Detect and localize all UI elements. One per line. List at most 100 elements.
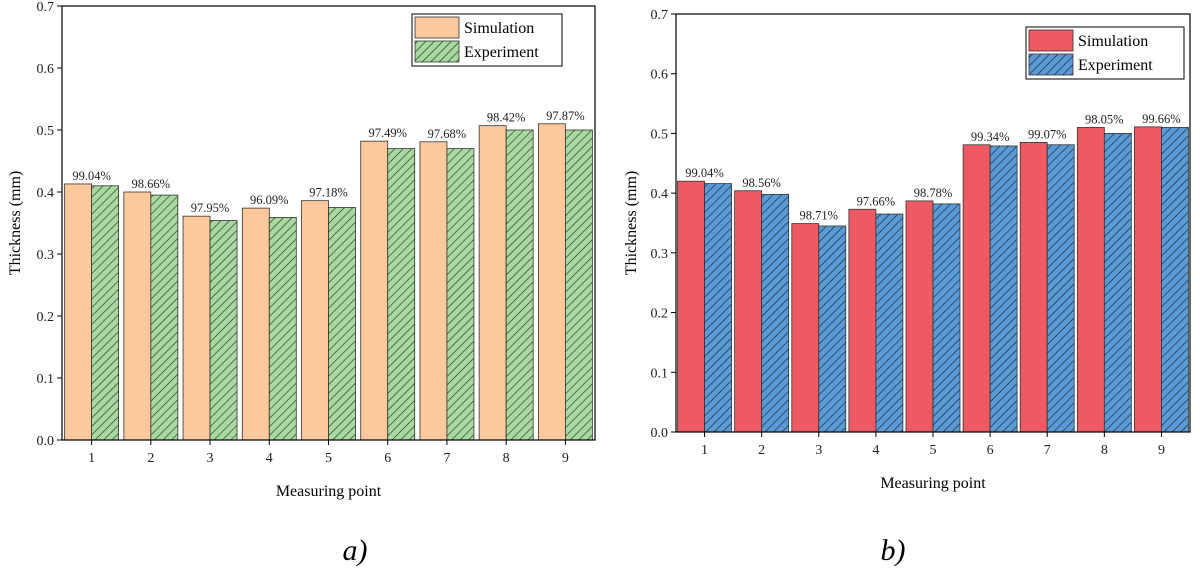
x-tick-label-9: 9: [1158, 443, 1165, 458]
x-tick-label-5: 5: [325, 451, 332, 466]
x-tick-label-6: 6: [384, 451, 391, 466]
plot-frame: [61, 5, 596, 441]
y-tick-label-5: 0.5: [37, 124, 55, 139]
bar-simulation-1: [64, 183, 93, 441]
x-tick-label-2: 2: [147, 451, 154, 466]
bar-simulation-9: [537, 123, 566, 441]
y-tick-label-0: 0.0: [651, 426, 669, 441]
y-tick-label-4: 0.4: [37, 186, 55, 201]
y-axis-label: Thickness (mm): [623, 171, 640, 275]
bar-label-4: 97.66%: [857, 194, 896, 208]
bar-simulation-6: [360, 140, 389, 441]
bar-label-1: 99.04%: [72, 169, 111, 183]
x-axis-label: Measuring point: [880, 475, 986, 492]
x-tick-label-6: 6: [987, 443, 994, 458]
bar-experiment-2: [761, 193, 790, 433]
bar-label-8: 98.05%: [1085, 112, 1124, 126]
legend-swatch-simulation: [1028, 29, 1074, 52]
bar-label-8: 98.42%: [487, 111, 526, 125]
x-tick-label-2: 2: [758, 443, 765, 458]
bar-experiment-9: [564, 129, 593, 441]
bar-simulation-3: [182, 215, 211, 441]
bar-label-6: 97.49%: [368, 126, 407, 140]
bar-label-3: 98.71%: [800, 209, 839, 223]
bar-simulation-1: [677, 180, 705, 433]
legend-label-experiment: Experiment: [1078, 57, 1153, 74]
legend-label-simulation: Simulation: [1078, 33, 1148, 50]
x-tick-label-7: 7: [1044, 443, 1051, 458]
y-tick-label-3: 0.3: [651, 247, 669, 262]
bar-label-2: 98.56%: [742, 176, 781, 190]
bar-experiment-6: [989, 145, 1018, 433]
bar-experiment-7: [1046, 144, 1075, 433]
y-tick-label-6: 0.6: [37, 62, 55, 77]
bar-experiment-8: [1103, 133, 1132, 433]
bar-label-1: 99.04%: [685, 166, 724, 180]
chart-panel-a: 99.04% 1 98.66% 2 97.95% 3 96.09% 4 97.18% 5 97.49…: [7, 0, 596, 500]
bar-experiment-5: [932, 203, 961, 433]
bar-simulation-4: [848, 208, 877, 433]
x-axis-label: Measuring point: [276, 483, 382, 500]
bar-experiment-4: [268, 217, 297, 441]
bar-label-3: 97.95%: [191, 201, 230, 215]
bar-experiment-1: [91, 185, 120, 441]
legend-swatch-simulation: [414, 16, 460, 39]
bar-label-5: 98.78%: [914, 186, 953, 200]
bar-experiment-8: [505, 129, 534, 441]
bar-experiment-9: [1161, 127, 1189, 433]
y-tick-label-0: 0.0: [37, 434, 55, 449]
bar-simulation-3: [791, 223, 820, 433]
bar-simulation-9: [1134, 126, 1162, 433]
x-tick-label-4: 4: [266, 451, 273, 466]
bar-experiment-4: [875, 213, 904, 433]
plot-frame: [675, 13, 1191, 433]
bar-experiment-5: [328, 207, 356, 441]
legend-swatch-experiment: [414, 40, 460, 63]
x-tick-label-3: 3: [815, 443, 822, 458]
x-tick-label-8: 8: [503, 451, 510, 466]
x-tick-label-9: 9: [562, 451, 569, 466]
y-tick-label-4: 0.4: [651, 187, 669, 202]
y-tick-label-6: 0.6: [651, 68, 669, 83]
chart-panel-b: 99.04% 1 98.56% 2 98.71% 3 97.66% 4 98.78% 5 99.34…: [623, 8, 1191, 492]
y-tick-label-2: 0.2: [37, 310, 55, 325]
legend-label-simulation: Simulation: [464, 20, 534, 37]
bar-simulation-2: [123, 191, 152, 441]
bar-simulation-7: [1019, 141, 1048, 433]
y-tick-label-1: 0.1: [651, 366, 669, 381]
legend-swatch-experiment: [1028, 53, 1074, 76]
bar-label-7: 99.07%: [1028, 127, 1067, 141]
bar-experiment-1: [704, 183, 732, 433]
bar-label-9: 99.66%: [1142, 112, 1181, 126]
x-tick-label-8: 8: [1101, 443, 1108, 458]
x-tick-label-4: 4: [872, 443, 879, 458]
bar-label-9: 97.87%: [546, 109, 585, 123]
y-tick-label-7: 0.7: [37, 0, 55, 15]
panel-caption-a: a): [343, 534, 368, 567]
y-axis-label: Thickness (mm): [7, 171, 24, 275]
x-tick-label-1: 1: [701, 443, 708, 458]
y-tick-label-3: 0.3: [37, 248, 55, 263]
x-tick-label-7: 7: [443, 451, 450, 466]
bar-experiment-2: [150, 194, 179, 441]
x-tick-label-5: 5: [930, 443, 937, 458]
bar-experiment-6: [387, 148, 416, 441]
y-tick-label-1: 0.1: [37, 372, 55, 387]
y-tick-label-2: 0.2: [651, 307, 669, 322]
bar-label-5: 97.18%: [309, 186, 348, 200]
x-tick-label-1: 1: [88, 451, 95, 466]
x-tick-label-3: 3: [207, 451, 214, 466]
bar-simulation-4: [241, 207, 270, 441]
y-tick-label-7: 0.7: [651, 8, 669, 23]
bar-experiment-3: [209, 220, 238, 441]
bar-label-6: 99.34%: [971, 130, 1010, 144]
bar-simulation-5: [905, 200, 934, 433]
bar-simulation-2: [734, 190, 763, 433]
bar-label-4: 96.09%: [250, 193, 289, 207]
bar-label-2: 98.66%: [132, 177, 171, 191]
bar-label-7: 97.68%: [428, 127, 467, 141]
bar-simulation-7: [419, 141, 448, 441]
bar-simulation-8: [478, 125, 507, 441]
bar-simulation-6: [962, 144, 991, 433]
